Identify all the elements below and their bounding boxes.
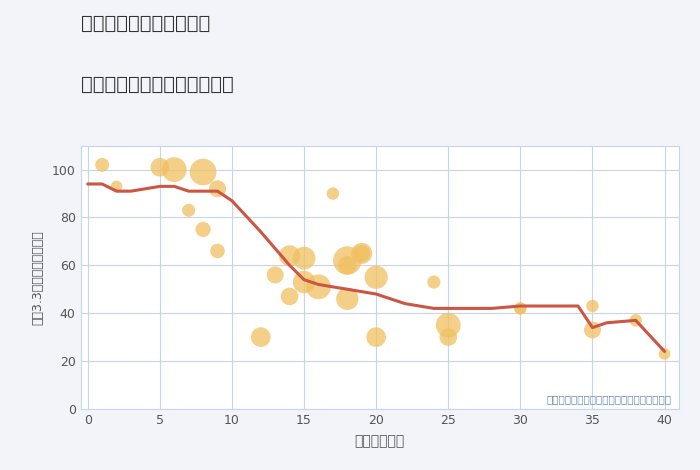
Point (197, 226, 209, 233)
Point (111, 183, 122, 190)
Point (284, 293, 295, 300)
Point (630, 317, 641, 324)
Point (587, 326, 598, 334)
Text: 円の大きさは、取引のあった物件面積を示す: 円の大きさは、取引のあった物件面積を示す (547, 394, 672, 404)
Text: 千葉県市原市五井中央東: 千葉県市原市五井中央東 (80, 14, 210, 33)
Point (342, 262, 353, 269)
Point (183, 206, 195, 214)
Point (154, 164, 165, 171)
Point (356, 250, 368, 257)
Text: 築年数別中古マンション価格: 築年数別中古マンション価格 (80, 75, 233, 94)
Point (284, 252, 295, 259)
Point (342, 257, 353, 264)
Point (587, 302, 598, 310)
Point (514, 305, 526, 312)
Point (97, 161, 108, 169)
Point (298, 278, 309, 286)
Point (212, 185, 223, 193)
Point (659, 350, 670, 358)
Point (370, 333, 382, 341)
Point (370, 274, 382, 281)
Point (212, 247, 223, 255)
Y-axis label: 坪（3.3㎡）単価（万円）: 坪（3.3㎡）単価（万円） (32, 230, 45, 325)
Point (442, 321, 454, 329)
Point (442, 333, 454, 341)
Point (428, 278, 440, 286)
Point (197, 168, 209, 176)
X-axis label: 築年数（年）: 築年数（年） (355, 434, 405, 448)
Point (169, 166, 180, 173)
Point (298, 254, 309, 262)
Point (514, 305, 526, 312)
Point (328, 190, 339, 197)
Point (342, 295, 353, 303)
Point (356, 250, 368, 257)
Point (270, 271, 281, 279)
Point (256, 333, 267, 341)
Point (313, 283, 324, 290)
